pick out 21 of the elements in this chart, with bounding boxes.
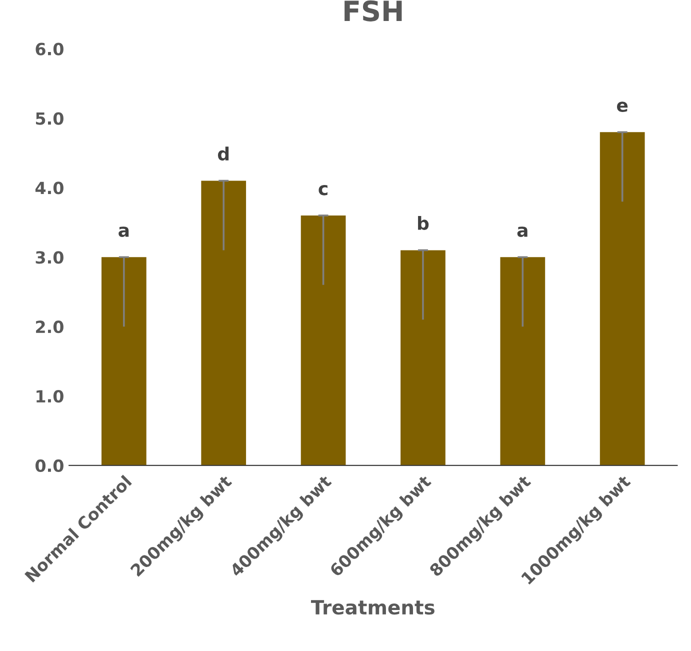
bar: [500, 257, 546, 466]
bar: [201, 180, 246, 466]
annotation: b: [418, 216, 429, 230]
annotation: c: [318, 184, 328, 196]
bar: [600, 132, 645, 466]
annotation: e: [617, 102, 628, 112]
bar: [300, 215, 346, 466]
y-tick-label: 6.0: [36, 42, 64, 56]
x-axis-title: Treatments: [310, 600, 434, 615]
annotation: d: [218, 146, 229, 161]
annotation: a: [517, 226, 528, 237]
y-tick-label: 1.0: [36, 390, 64, 403]
y-tick-label: 2.0: [36, 320, 64, 334]
bar: [400, 250, 446, 466]
chart-title: FSH: [344, 0, 402, 22]
y-tick-label: 3.0: [36, 251, 64, 264]
annotation: a: [118, 226, 129, 237]
bar: [102, 257, 146, 466]
y-tick-label: 5.0: [36, 112, 64, 125]
y-tick-label: 0.0: [36, 459, 64, 472]
y-tick-label: 4.0: [35, 182, 64, 194]
